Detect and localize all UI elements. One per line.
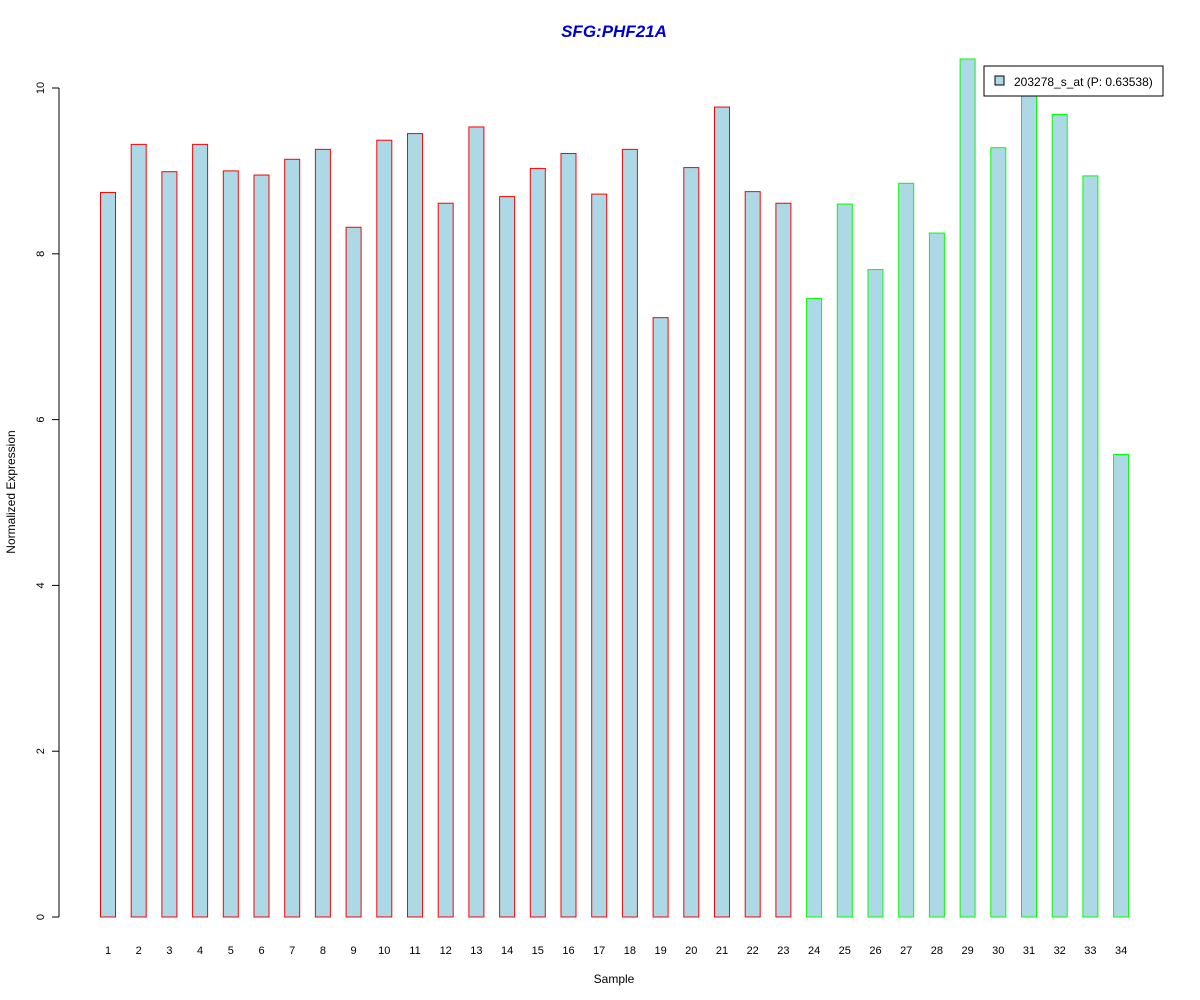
x-tick-label: 5: [228, 945, 234, 957]
x-tick-label: 23: [777, 945, 789, 957]
bar-sample-3: [161, 171, 178, 918]
x-tick-label: 33: [1084, 945, 1096, 957]
x-tick-label: 31: [1023, 945, 1035, 957]
bar-sample-16: [560, 152, 577, 918]
x-tick-label: 13: [470, 945, 482, 957]
y-tick-label: 2: [35, 748, 47, 754]
legend-swatch: [994, 75, 1005, 86]
bar-sample-31: [1021, 91, 1037, 918]
bar-sample-20: [683, 167, 700, 918]
bar-sample-21: [714, 106, 730, 918]
bar-sample-12: [437, 202, 454, 918]
bar-sample-5: [222, 170, 239, 918]
bar-sample-19: [652, 317, 669, 918]
x-tick-label: 6: [258, 945, 264, 957]
bar-sample-30: [990, 147, 1007, 918]
bar-sample-34: [1113, 453, 1130, 918]
x-tick-label: 16: [562, 945, 574, 957]
bar-sample-13: [468, 126, 485, 918]
x-tick-label: 20: [685, 945, 697, 957]
bar-sample-2: [130, 143, 147, 918]
x-tick-label: 3: [166, 945, 172, 957]
x-tick-label: 22: [747, 945, 759, 957]
x-tick-label: 7: [289, 945, 295, 957]
x-tick-labels: 1 2 3 4 5 6 7 8 9 10 11 12 13 14 15 16 17 18 19 20 21 22 23 24 2…: [105, 945, 1127, 957]
x-tick-label: 34: [1115, 945, 1127, 957]
bars: [100, 58, 1130, 918]
x-tick-label: 9: [351, 945, 357, 957]
x-tick-label: 15: [532, 945, 544, 957]
legend-box: [983, 65, 1164, 97]
bar-sample-24: [806, 298, 823, 918]
legend-label: 203278_s_at (P: 0.63538): [1014, 75, 1153, 89]
x-tick-label: 12: [440, 945, 452, 957]
x-tick-label: 21: [716, 945, 728, 957]
bar-sample-7: [284, 158, 301, 918]
x-tick-label: 1: [105, 945, 111, 957]
y-axis: 0 2 4 6 8 10: [35, 82, 60, 920]
x-tick-label: 4: [197, 945, 203, 957]
y-tick-label: 6: [35, 417, 47, 423]
x-tick-label: 25: [839, 945, 851, 957]
x-tick-label: 29: [961, 945, 973, 957]
x-tick-label: 10: [378, 945, 390, 957]
chart-title: SFG:PHF21A: [561, 22, 667, 41]
bar-sample-9: [345, 226, 362, 918]
bar-sample-25: [836, 203, 853, 918]
y-tick-label: 10: [35, 82, 47, 94]
x-tick-label: 18: [624, 945, 636, 957]
x-tick-label: 28: [931, 945, 943, 957]
bar-sample-15: [529, 167, 546, 918]
y-tick-label: 4: [35, 582, 47, 588]
bar-sample-29: [959, 58, 976, 918]
x-tick-label: 24: [808, 945, 820, 957]
x-axis-label: Sample: [594, 972, 635, 986]
bar-sample-6: [253, 174, 270, 918]
y-tick-label: 0: [35, 914, 47, 920]
bar-sample-11: [407, 133, 423, 918]
bar-sample-4: [192, 143, 209, 918]
bar-sample-23: [775, 202, 792, 918]
x-tick-label: 2: [136, 945, 142, 957]
y-axis-label: Normalized Expression: [4, 430, 18, 553]
x-tick-label: 8: [320, 945, 326, 957]
bar-sample-14: [499, 196, 516, 918]
bar-sample-22: [744, 191, 761, 918]
bar-sample-17: [591, 193, 608, 918]
x-tick-label: 27: [900, 945, 912, 957]
bar-sample-8: [314, 148, 331, 918]
bar-sample-26: [867, 269, 884, 918]
bar-sample-27: [898, 182, 915, 918]
x-tick-label: 26: [869, 945, 881, 957]
x-tick-label: 32: [1054, 945, 1066, 957]
bar-sample-18: [621, 148, 638, 918]
legend: 203278_s_at (P: 0.63538): [983, 65, 1164, 97]
bar-sample-33: [1082, 175, 1099, 918]
x-tick-label: 17: [593, 945, 605, 957]
x-tick-label: 30: [992, 945, 1004, 957]
bar-sample-1: [100, 191, 116, 918]
bar-sample-32: [1051, 114, 1068, 918]
x-tick-label: 19: [654, 945, 666, 957]
y-tick-label: 8: [35, 251, 47, 257]
x-tick-label: 11: [409, 945, 420, 957]
x-tick-label: 14: [501, 945, 513, 957]
bar-sample-28: [928, 232, 945, 918]
bar-sample-10: [376, 139, 393, 918]
